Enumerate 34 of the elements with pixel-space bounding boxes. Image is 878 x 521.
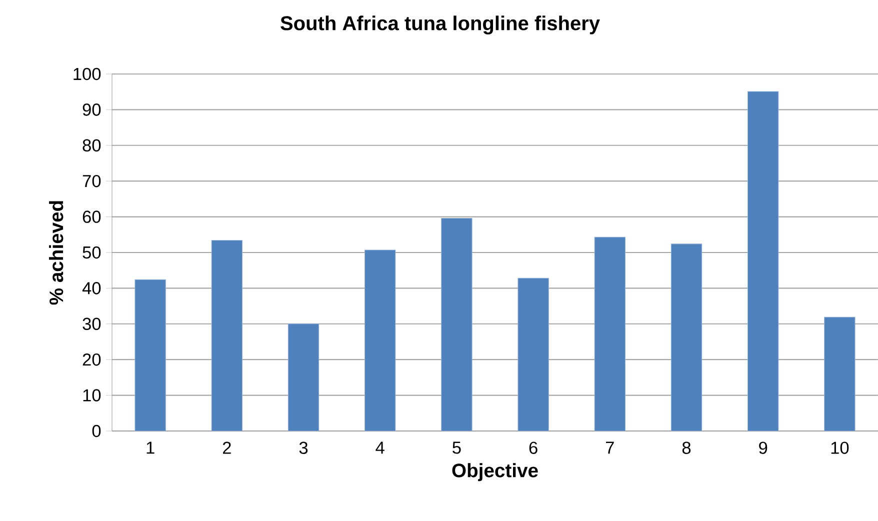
bar bbox=[211, 240, 242, 431]
bar bbox=[441, 218, 472, 431]
bar bbox=[364, 250, 396, 431]
y-tick-label: 70 bbox=[82, 174, 101, 188]
bar bbox=[518, 278, 549, 431]
bar bbox=[748, 91, 779, 431]
bar bbox=[670, 244, 702, 431]
y-tick-label: 50 bbox=[82, 246, 101, 259]
x-tick-label: 3 bbox=[299, 442, 308, 454]
y-tick-label: 0 bbox=[92, 424, 101, 438]
chart-title: South Africa tuna longline fishery bbox=[280, 16, 600, 34]
x-tick-label: 9 bbox=[759, 442, 768, 454]
y-tick-label: 100 bbox=[74, 68, 101, 80]
x-axis-title: Objective bbox=[452, 463, 538, 482]
y-tick-label: 10 bbox=[83, 389, 101, 402]
bar bbox=[134, 279, 166, 431]
y-axis-title: % achieved bbox=[49, 201, 64, 305]
bar bbox=[824, 316, 856, 431]
x-tick-label: 10 bbox=[831, 442, 849, 454]
y-tick-label: 30 bbox=[82, 318, 101, 330]
x-tick-label: 7 bbox=[606, 442, 614, 454]
bar bbox=[594, 236, 626, 431]
y-tick-label: 60 bbox=[82, 210, 101, 223]
x-tick-label: 4 bbox=[376, 442, 384, 454]
bar bbox=[288, 324, 320, 431]
x-tick-label: 8 bbox=[682, 442, 691, 454]
y-tick-label: 80 bbox=[82, 139, 101, 152]
x-tick-label: 6 bbox=[529, 442, 538, 454]
x-tick-label: 1 bbox=[146, 442, 154, 454]
y-tick-label: 20 bbox=[82, 353, 101, 366]
x-tick-label: 2 bbox=[222, 442, 231, 454]
x-tick-label: 5 bbox=[452, 442, 461, 454]
y-tick-label: 90 bbox=[82, 104, 101, 116]
y-tick-label: 40 bbox=[82, 282, 101, 294]
